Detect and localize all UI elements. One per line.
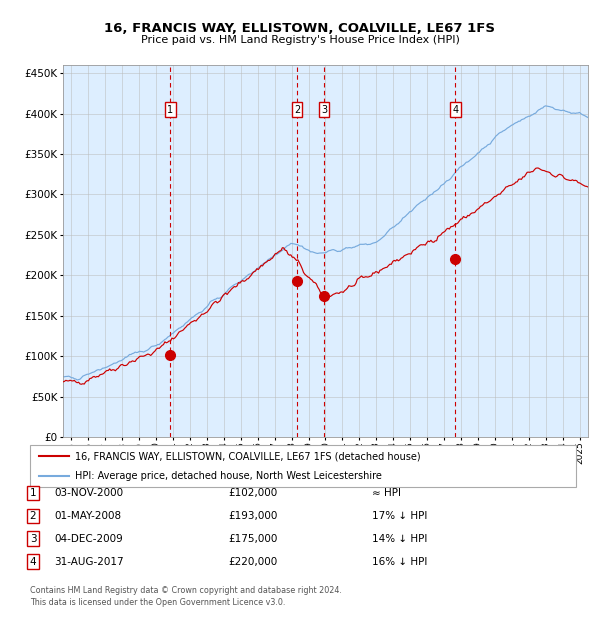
Text: 04-DEC-2009: 04-DEC-2009 bbox=[54, 534, 123, 544]
Text: 4: 4 bbox=[29, 557, 37, 567]
Text: 2: 2 bbox=[294, 105, 301, 115]
Text: 2: 2 bbox=[29, 511, 37, 521]
Text: HPI: Average price, detached house, North West Leicestershire: HPI: Average price, detached house, Nort… bbox=[75, 471, 382, 481]
Text: 1: 1 bbox=[29, 488, 37, 498]
Text: £102,000: £102,000 bbox=[228, 488, 277, 498]
Text: 4: 4 bbox=[452, 105, 458, 115]
Text: 03-NOV-2000: 03-NOV-2000 bbox=[54, 488, 123, 498]
Text: 16, FRANCIS WAY, ELLISTOWN, COALVILLE, LE67 1FS: 16, FRANCIS WAY, ELLISTOWN, COALVILLE, L… bbox=[104, 22, 496, 35]
Text: 31-AUG-2017: 31-AUG-2017 bbox=[54, 557, 124, 567]
Text: 3: 3 bbox=[321, 105, 327, 115]
Text: 3: 3 bbox=[29, 534, 37, 544]
Text: Contains HM Land Registry data © Crown copyright and database right 2024.: Contains HM Land Registry data © Crown c… bbox=[30, 586, 342, 595]
Text: ≈ HPI: ≈ HPI bbox=[372, 488, 401, 498]
Text: This data is licensed under the Open Government Licence v3.0.: This data is licensed under the Open Gov… bbox=[30, 598, 286, 607]
Text: 14% ↓ HPI: 14% ↓ HPI bbox=[372, 534, 427, 544]
Text: £175,000: £175,000 bbox=[228, 534, 277, 544]
Text: £220,000: £220,000 bbox=[228, 557, 277, 567]
Text: 16% ↓ HPI: 16% ↓ HPI bbox=[372, 557, 427, 567]
Text: 17% ↓ HPI: 17% ↓ HPI bbox=[372, 511, 427, 521]
Text: 16, FRANCIS WAY, ELLISTOWN, COALVILLE, LE67 1FS (detached house): 16, FRANCIS WAY, ELLISTOWN, COALVILLE, L… bbox=[75, 451, 421, 461]
Text: 01-MAY-2008: 01-MAY-2008 bbox=[54, 511, 121, 521]
Text: £193,000: £193,000 bbox=[228, 511, 277, 521]
Text: Price paid vs. HM Land Registry's House Price Index (HPI): Price paid vs. HM Land Registry's House … bbox=[140, 35, 460, 45]
Text: 1: 1 bbox=[167, 105, 173, 115]
